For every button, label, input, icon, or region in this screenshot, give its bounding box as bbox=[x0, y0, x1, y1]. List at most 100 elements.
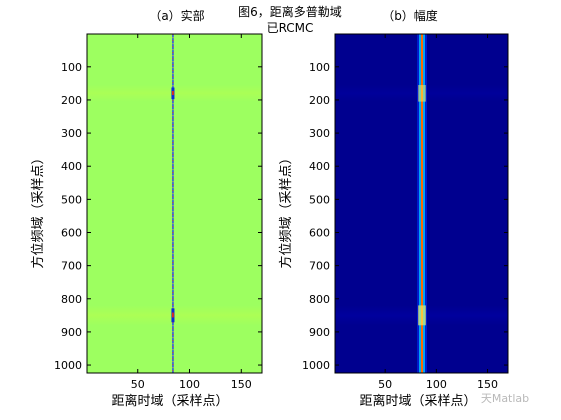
signal-dot bbox=[172, 118, 174, 120]
panel-b-xlabel: 距离时域（采样点） bbox=[359, 393, 476, 409]
signal-dot bbox=[172, 109, 174, 111]
signal-dot bbox=[172, 226, 174, 228]
signal-dot bbox=[172, 163, 174, 165]
signal-dot bbox=[172, 301, 174, 303]
signal-dot bbox=[172, 67, 174, 69]
signal-dot bbox=[172, 274, 174, 276]
signal-dot bbox=[172, 58, 174, 60]
y-tick-label: 500 bbox=[61, 193, 82, 206]
heatmap-amplitude bbox=[335, 34, 508, 373]
signal-dot bbox=[172, 229, 174, 231]
signal-dot bbox=[172, 334, 174, 336]
y-tick-label: 200 bbox=[309, 94, 330, 107]
signal-dot bbox=[172, 217, 174, 219]
signal-dot bbox=[172, 223, 174, 225]
signal-peak-hot bbox=[172, 312, 174, 318]
signal-dot bbox=[172, 79, 174, 81]
signal-dot bbox=[172, 295, 174, 297]
signal-dot bbox=[172, 343, 174, 345]
y-tick-label: 1000 bbox=[54, 359, 82, 372]
figure-subtitle: 已RCMC bbox=[267, 21, 314, 35]
signal-dot bbox=[172, 76, 174, 78]
signal-dot bbox=[172, 145, 174, 147]
signal-dot bbox=[172, 166, 174, 168]
signal-dot bbox=[172, 328, 174, 330]
y-tick-label: 400 bbox=[61, 160, 82, 173]
signal-dot bbox=[172, 370, 174, 372]
y-tick-label: 600 bbox=[309, 226, 330, 239]
y-tick-label: 300 bbox=[61, 127, 82, 140]
signal-dot bbox=[172, 133, 174, 135]
y-tick-label: 800 bbox=[309, 293, 330, 306]
y-tick-label: 400 bbox=[309, 160, 330, 173]
texture-band bbox=[87, 305, 262, 326]
watermark: 天Matlab bbox=[481, 392, 529, 405]
signal-dot bbox=[172, 283, 174, 285]
panel-a-title: （a）实部 bbox=[149, 8, 204, 23]
x-tick-label: 50 bbox=[378, 378, 392, 391]
signal-dot bbox=[172, 292, 174, 294]
signal-dot bbox=[172, 73, 174, 75]
signal-dot bbox=[172, 157, 174, 159]
signal-dot bbox=[172, 253, 174, 255]
y-tick-label: 700 bbox=[309, 260, 330, 273]
signal-dot bbox=[172, 190, 174, 192]
axes-frame bbox=[86, 33, 263, 374]
signal-line bbox=[172, 34, 174, 373]
signal-dot bbox=[172, 142, 174, 144]
signal-dot bbox=[172, 43, 174, 45]
signal-dot bbox=[172, 259, 174, 261]
signal-dot bbox=[172, 34, 174, 36]
ridge-peak bbox=[418, 305, 427, 326]
signal-dot bbox=[172, 205, 174, 207]
x-tick-label: 100 bbox=[426, 378, 447, 391]
signal-dot bbox=[172, 256, 174, 258]
panel-real-part: （a）实部 50 100 150 100 200 300 400 500 600 700 800 90… bbox=[30, 8, 263, 409]
x-tick-label: 50 bbox=[131, 378, 145, 391]
signal-dot bbox=[172, 361, 174, 363]
signal-dot bbox=[172, 286, 174, 288]
signal-dot bbox=[172, 172, 174, 174]
signal-dot bbox=[172, 325, 174, 327]
signal-dot bbox=[172, 250, 174, 252]
signal-dot bbox=[172, 61, 174, 63]
figure-title: 图6，距离多普勒域 bbox=[238, 4, 342, 19]
y-tick-label: 300 bbox=[309, 127, 330, 140]
signal-dot bbox=[172, 49, 174, 51]
signal-dot bbox=[172, 349, 174, 351]
y-tick-label: 100 bbox=[309, 61, 330, 74]
signal-dot bbox=[172, 169, 174, 171]
signal-dot bbox=[172, 358, 174, 360]
signal-dot bbox=[172, 124, 174, 126]
signal-dot bbox=[172, 40, 174, 42]
signal-dot bbox=[172, 289, 174, 291]
signal-dot bbox=[172, 130, 174, 132]
signal-dot bbox=[172, 139, 174, 141]
y-tick-label: 900 bbox=[61, 326, 82, 339]
signal-dot bbox=[172, 199, 174, 201]
signal-dot bbox=[172, 346, 174, 348]
signal-dot bbox=[172, 355, 174, 357]
signal-dot bbox=[172, 82, 174, 84]
signal-dot bbox=[172, 262, 174, 264]
panel-a-ylabel: 方位频域（采样点） bbox=[30, 151, 46, 268]
signal-dot bbox=[172, 331, 174, 333]
signal-dot bbox=[172, 112, 174, 114]
signal-dot bbox=[172, 184, 174, 186]
signal-dot bbox=[172, 340, 174, 342]
y-tick-label: 500 bbox=[309, 193, 330, 206]
signal-dot bbox=[172, 70, 174, 72]
signal-dot bbox=[172, 244, 174, 246]
signal-dot bbox=[172, 307, 174, 309]
signal-dot bbox=[172, 100, 174, 102]
y-tick-label: 700 bbox=[61, 260, 82, 273]
texture-band bbox=[87, 85, 262, 102]
signal-dot bbox=[172, 265, 174, 267]
axes-frame bbox=[334, 33, 509, 374]
x-tick-label: 150 bbox=[477, 378, 498, 391]
signal-dot bbox=[172, 220, 174, 222]
signal-dot bbox=[172, 277, 174, 279]
signal-dot bbox=[172, 154, 174, 156]
signal-dot bbox=[172, 127, 174, 129]
